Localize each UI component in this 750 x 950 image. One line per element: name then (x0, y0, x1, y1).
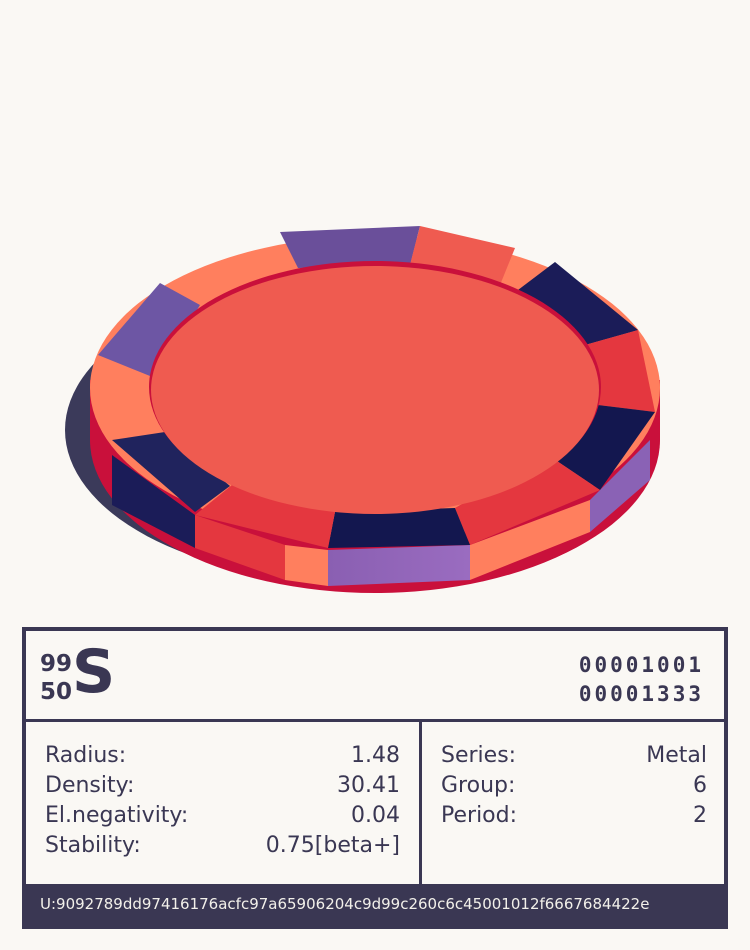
prop-series: Series: Metal (441, 741, 707, 771)
prop-value: 30.41 (337, 773, 400, 798)
atomic-number: 50 (40, 679, 73, 705)
side-seg-navy-left (112, 455, 195, 548)
code-line-1: 00001001 (578, 653, 704, 677)
card-header: 99 50 S 00001001 00001333 (26, 631, 724, 722)
rim-seg-navy-bottom (328, 508, 470, 548)
mass-number: 99 (40, 651, 73, 677)
code-line-2: 00001333 (578, 682, 704, 706)
prop-value: 6 (693, 773, 707, 798)
side-seg-lavender-right (590, 440, 650, 532)
properties-left: Radius: 1.48 Density: 30.41 El.negativit… (26, 722, 422, 888)
rim-seg-red-right (585, 330, 655, 412)
prop-electronegativity: El.negativity: 0.04 (45, 801, 400, 831)
prop-label: El.negativity: (45, 803, 189, 828)
prop-value: 0.75[beta+] (265, 833, 400, 858)
prop-value: Metal (646, 743, 707, 768)
prop-stability: Stability: 0.75[beta+] (45, 831, 400, 861)
chip-face (151, 266, 599, 514)
rim-seg-purple-top (280, 226, 420, 268)
prop-label: Stability: (45, 833, 141, 858)
side-seg-red (195, 515, 285, 580)
rim-seg-red-bottomleft (195, 485, 335, 548)
element-symbol: S (72, 637, 115, 707)
prop-label: Period: (441, 803, 518, 828)
prop-label: Series: (441, 743, 517, 768)
element-card: 99 50 S 00001001 00001333 Radius: 1.48 D… (22, 627, 728, 929)
prop-label: Density: (45, 773, 135, 798)
prop-value: 0.04 (351, 803, 400, 828)
rim-seg-navy-left (112, 432, 230, 512)
prop-density: Density: 30.41 (45, 771, 400, 801)
side-seg-orange (285, 545, 328, 586)
prop-value: 1.48 (351, 743, 400, 768)
prop-label: Radius: (45, 743, 127, 768)
rim-seg-navy-right (548, 405, 655, 490)
prop-period: Period: 2 (441, 801, 707, 831)
side-seg-orange-2 (470, 500, 590, 580)
rim-seg-purple-left (98, 283, 200, 378)
prop-value: 2 (693, 803, 707, 828)
prop-radius: Radius: 1.48 (45, 741, 400, 771)
rim-seg-red-bottomright (455, 455, 600, 545)
chip-illustration (65, 226, 660, 593)
properties-right: Series: Metal Group: 6 Period: 2 (422, 722, 724, 888)
rim-seg-navy-topright (518, 262, 638, 345)
side-seg-lavender (328, 545, 470, 586)
uid-footer: U:9092789dd97416176acfc97a65906204c9d99c… (26, 884, 724, 925)
prop-label: Group: (441, 773, 516, 798)
prop-group: Group: 6 (441, 771, 707, 801)
